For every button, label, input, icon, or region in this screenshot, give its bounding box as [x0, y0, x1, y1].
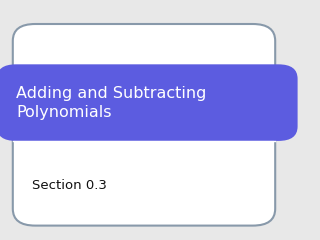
Text: Section 0.3: Section 0.3: [32, 179, 107, 192]
FancyBboxPatch shape: [0, 64, 298, 141]
FancyBboxPatch shape: [13, 24, 275, 226]
Text: Adding and Subtracting
Polynomials: Adding and Subtracting Polynomials: [16, 85, 206, 120]
